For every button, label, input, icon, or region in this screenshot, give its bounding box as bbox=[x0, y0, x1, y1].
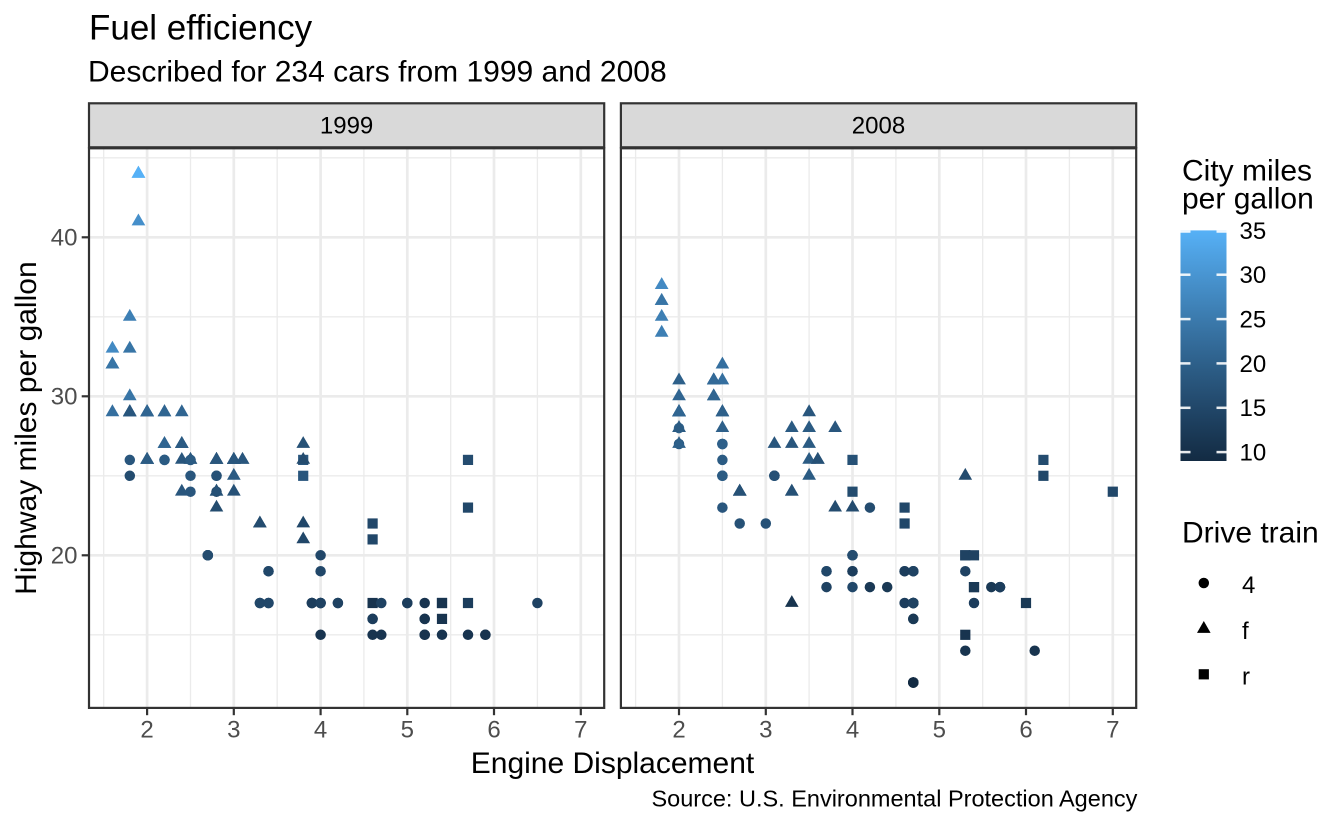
svg-text:Source: U.S. Environmental Pro: Source: U.S. Environmental Protection Ag… bbox=[651, 786, 1137, 812]
svg-text:City miles: City miles bbox=[1182, 155, 1312, 188]
svg-text:7: 7 bbox=[1106, 717, 1119, 744]
svg-text:7: 7 bbox=[574, 717, 587, 744]
svg-text:3: 3 bbox=[227, 717, 240, 744]
svg-text:r: r bbox=[1242, 664, 1250, 691]
svg-text:25: 25 bbox=[1240, 307, 1267, 334]
svg-text:Highway miles per gallon: Highway miles per gallon bbox=[10, 261, 43, 594]
svg-text:2: 2 bbox=[140, 717, 153, 744]
svg-text:4: 4 bbox=[314, 717, 327, 744]
svg-text:2008: 2008 bbox=[852, 113, 905, 140]
svg-text:30: 30 bbox=[51, 384, 78, 411]
svg-text:1999: 1999 bbox=[320, 113, 373, 140]
svg-text:35: 35 bbox=[1240, 218, 1267, 245]
svg-text:10: 10 bbox=[1240, 440, 1267, 467]
svg-text:Engine Displacement: Engine Displacement bbox=[471, 747, 755, 780]
svg-text:40: 40 bbox=[51, 225, 78, 252]
svg-text:Described for 234 cars from 19: Described for 234 cars from 1999 and 200… bbox=[88, 56, 667, 89]
svg-text:5: 5 bbox=[933, 717, 946, 744]
svg-text:Drive train: Drive train bbox=[1182, 517, 1319, 550]
svg-text:4: 4 bbox=[846, 717, 859, 744]
svg-text:2: 2 bbox=[672, 717, 685, 744]
svg-text:Fuel efficiency: Fuel efficiency bbox=[89, 8, 313, 47]
svg-text:f: f bbox=[1242, 618, 1249, 645]
svg-text:6: 6 bbox=[487, 717, 500, 744]
svg-text:30: 30 bbox=[1240, 262, 1267, 289]
svg-text:5: 5 bbox=[401, 717, 414, 744]
svg-text:6: 6 bbox=[1019, 717, 1032, 744]
svg-text:per gallon: per gallon bbox=[1182, 183, 1314, 216]
svg-text:20: 20 bbox=[1240, 351, 1267, 378]
svg-text:3: 3 bbox=[759, 717, 772, 744]
svg-text:20: 20 bbox=[51, 543, 78, 570]
svg-text:4: 4 bbox=[1242, 572, 1255, 599]
svg-text:15: 15 bbox=[1240, 395, 1267, 422]
